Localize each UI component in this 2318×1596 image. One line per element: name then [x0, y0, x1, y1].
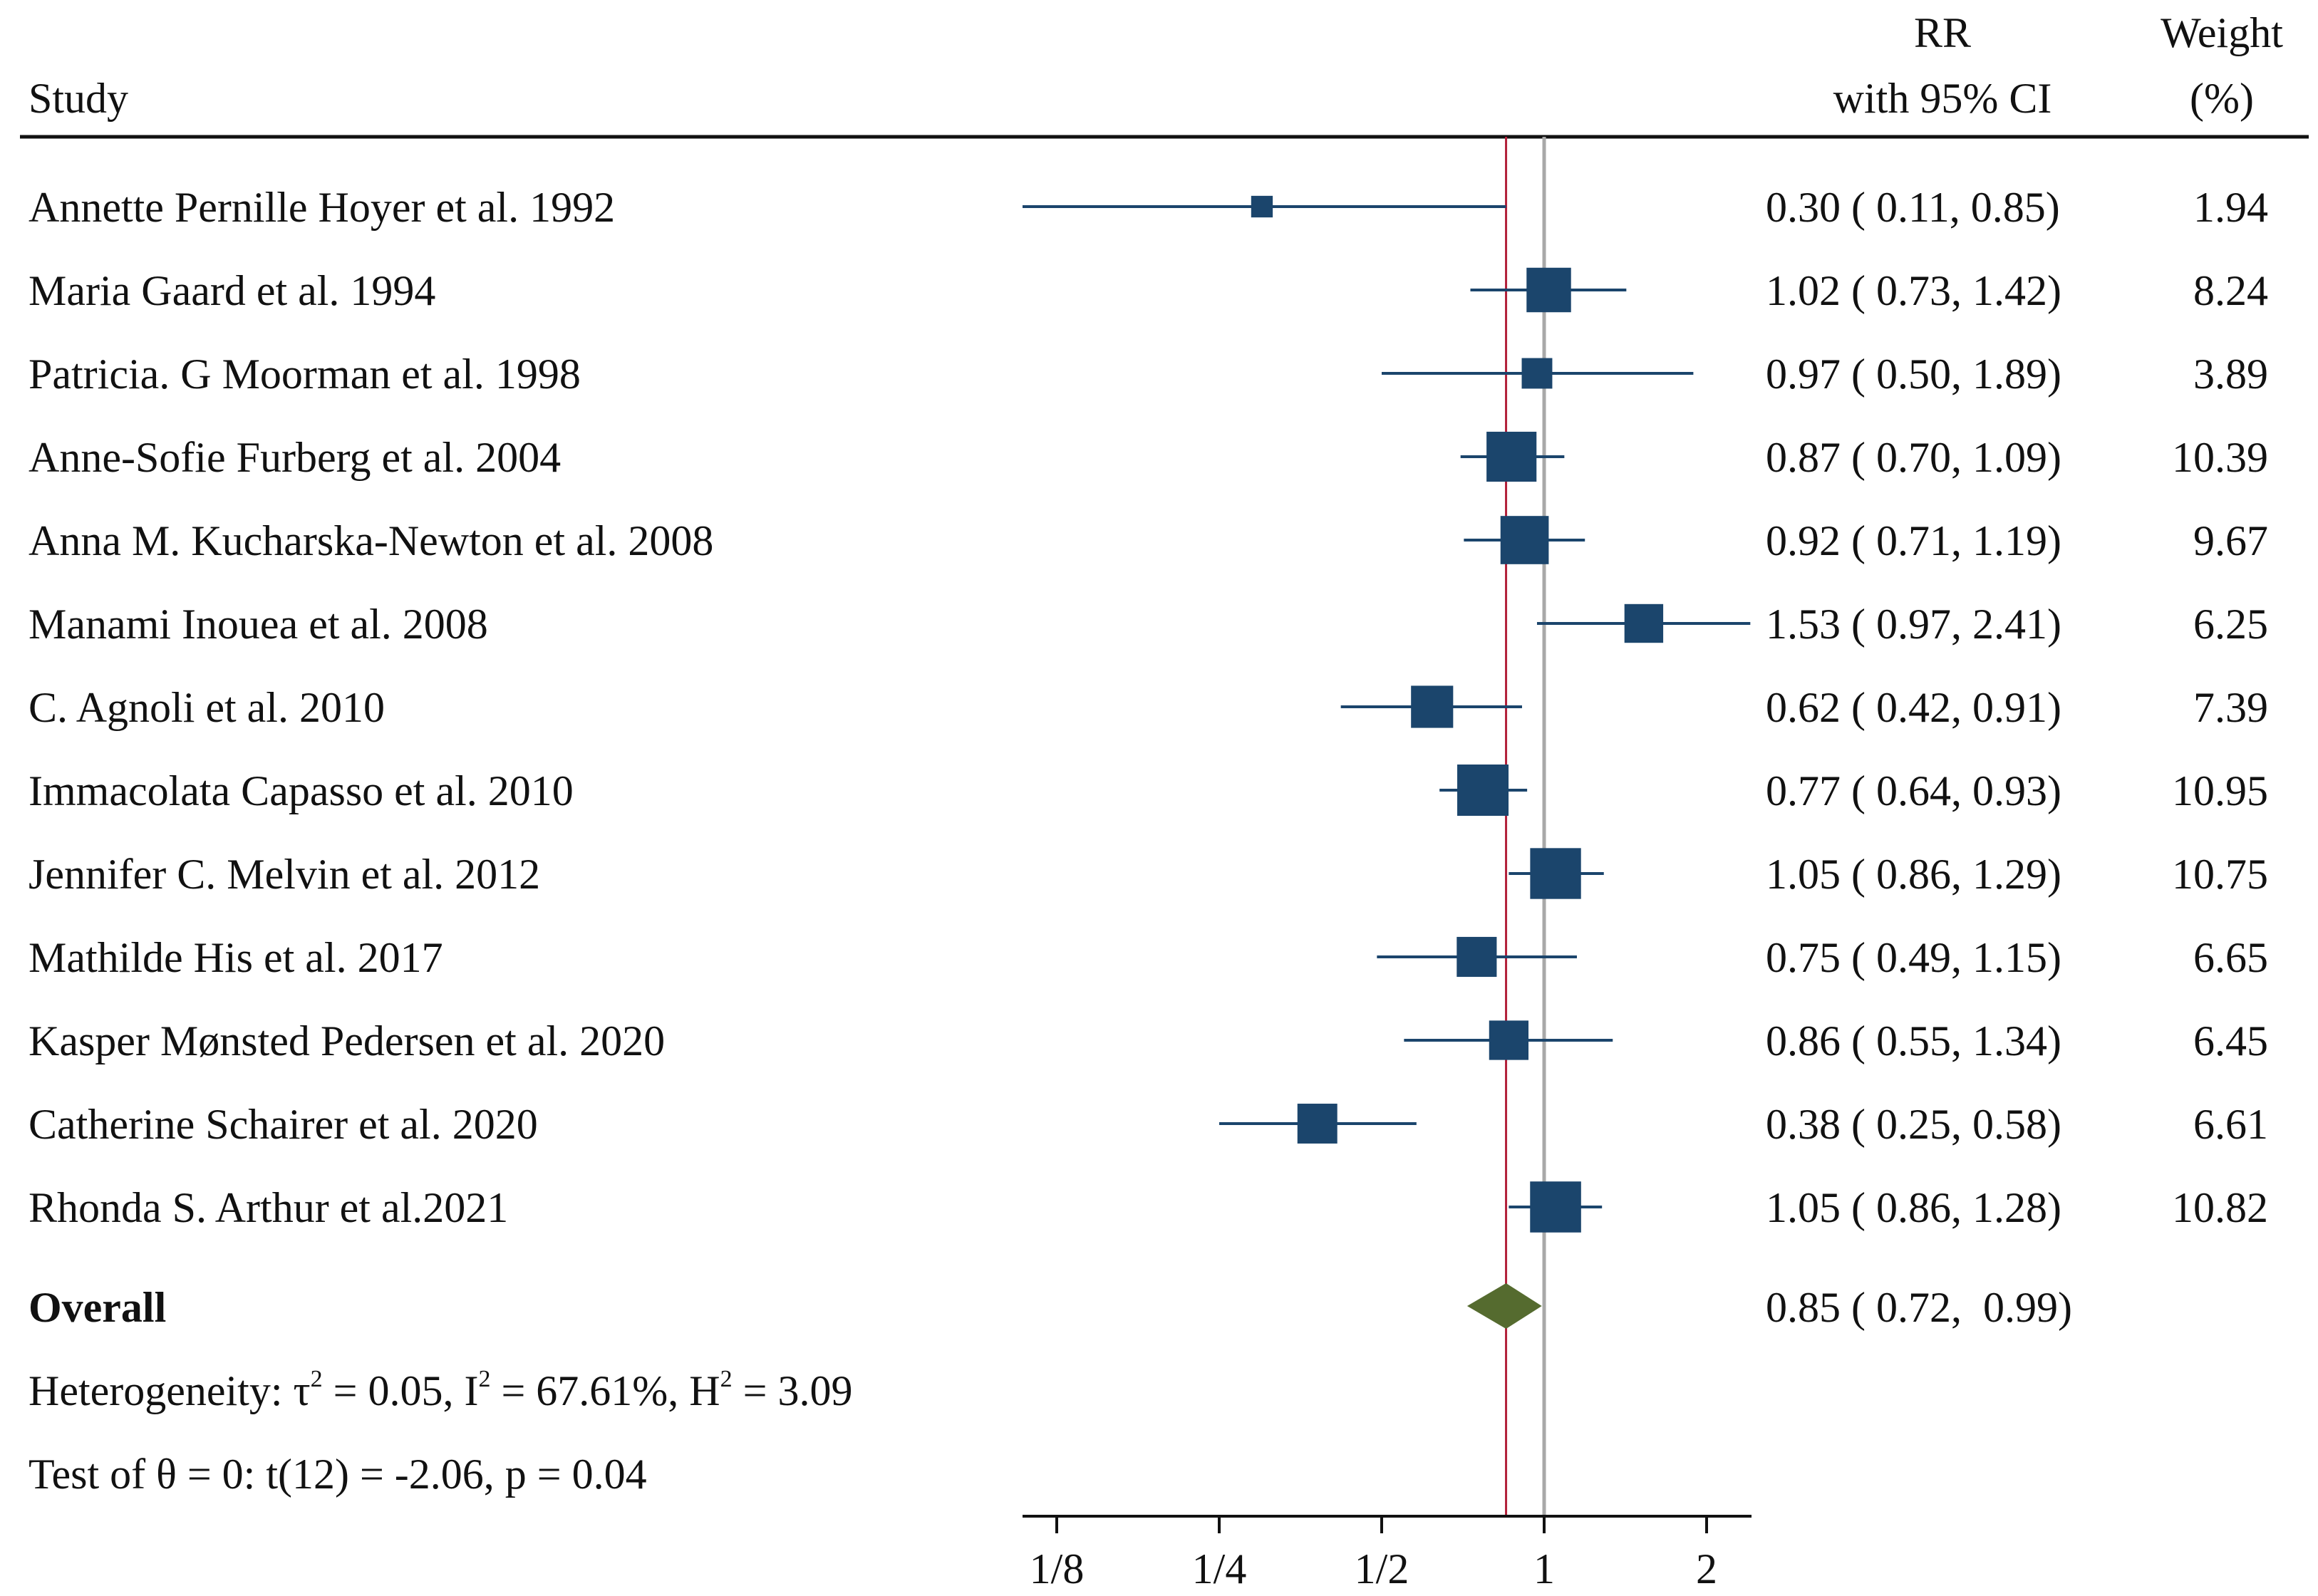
header-weight-line2: (%) [2190, 75, 2254, 122]
study-label: Maria Gaard et al. 1994 [29, 267, 435, 314]
rr-ci-text: 0.77 ( 0.64, 0.93) [1766, 767, 2061, 814]
h-value: = 3.09 [733, 1367, 853, 1414]
rr-marker [1411, 685, 1454, 728]
rr-marker [1530, 1181, 1581, 1233]
tau-value: = 0.05, I [323, 1367, 479, 1414]
study-label: Anna M. Kucharska-Newton et al. 2008 [29, 517, 713, 564]
rr-marker [1530, 848, 1581, 899]
rr-marker [1500, 516, 1549, 564]
header-rr-line1: RR [1914, 9, 1971, 56]
weight-text: 6.25 [2193, 601, 2268, 648]
header-rr-line2: with 95% CI [1833, 75, 2052, 122]
study-row: Maria Gaard et al. 1994 1.02 ( 0.73, 1.42… [29, 267, 2268, 314]
overall-row: Overall 0.85 ( 0.72, 0.99) [29, 1283, 2072, 1331]
x-axis: 1/8 1/4 1/2 1 2 [1023, 1515, 1752, 1592]
weight-text: 10.82 [2172, 1184, 2268, 1231]
study-label: Rhonda S. Arthur et al.2021 [29, 1184, 508, 1231]
rr-ci-text: 0.62 ( 0.42, 0.91) [1766, 684, 2061, 731]
header-weight-line1: Weight [2161, 9, 2283, 56]
study-label: Manami Inouea et al. 2008 [29, 601, 488, 648]
h-superscript: 2 [720, 1366, 733, 1392]
x-tick-label: 1 [1533, 1545, 1555, 1592]
rr-ci-text: 0.30 ( 0.11, 0.85) [1766, 184, 2060, 231]
rr-ci-text: 0.75 ( 0.49, 1.15) [1766, 934, 2061, 981]
rr-ci-text: 1.05 ( 0.86, 1.28) [1766, 1184, 2061, 1231]
rr-marker [1457, 765, 1509, 816]
rr-ci-text: 0.97 ( 0.50, 1.89) [1766, 351, 2061, 398]
rr-ci-text: 1.53 ( 0.97, 2.41) [1766, 601, 2061, 648]
study-row: Annette Pernille Hoyer et al. 1992 0.30 (… [29, 184, 2268, 231]
rr-marker [1489, 1020, 1529, 1060]
x-tick-label: 1/8 [1030, 1545, 1085, 1592]
weight-text: 10.39 [2172, 434, 2268, 481]
study-row: C. Agnoli et al. 2010 0.62 ( 0.42, 0.91) 7… [29, 684, 2268, 731]
rr-ci-text: 0.92 ( 0.71, 1.19) [1766, 517, 2061, 564]
study-label: Immacolata Capasso et al. 2010 [29, 767, 574, 814]
heterogeneity-text: Heterogeneity: τ2 = 0.05, I2 = 67.61%, H… [29, 1366, 852, 1414]
rr-marker [1624, 603, 1664, 643]
study-label: Patricia. G Moorman et al. 1998 [29, 351, 581, 398]
study-label: Kasper Mønsted Pedersen et al. 2020 [29, 1017, 665, 1064]
overall-rr-text: 0.85 ( 0.72, 0.99) [1766, 1284, 2072, 1331]
overall-diamond [1466, 1283, 1542, 1329]
rr-ci-text: 1.02 ( 0.73, 1.42) [1766, 267, 2061, 314]
i-value: = 67.61%, H [490, 1367, 720, 1414]
study-row: Mathilde His et al. 2017 0.75 ( 0.49, 1.1… [29, 934, 2268, 981]
study-label: Catherine Schairer et al. 2020 [29, 1101, 538, 1148]
rr-marker [1251, 195, 1273, 218]
study-row: Patricia. G Moorman et al. 1998 0.97 ( 0.… [29, 351, 2268, 398]
study-label: Jennifer C. Melvin et al. 2012 [29, 851, 540, 898]
study-row: Manami Inouea et al. 2008 1.53 ( 0.97, 2.… [29, 601, 2268, 648]
test-text: Test of θ = 0: t(12) = -2.06, p = 0.04 [29, 1451, 647, 1498]
rr-ci-text: 0.87 ( 0.70, 1.09) [1766, 434, 2061, 481]
overall-label: Overall [29, 1284, 166, 1331]
study-label: C. Agnoli et al. 2010 [29, 684, 385, 731]
weight-text: 6.61 [2193, 1101, 2268, 1148]
rr-marker [1526, 267, 1571, 313]
weight-text: 3.89 [2193, 351, 2268, 398]
study-row: Anna M. Kucharska-Newton et al. 2008 0.92… [29, 516, 2268, 564]
weight-text: 9.67 [2193, 517, 2268, 564]
x-tick-label: 2 [1696, 1545, 1717, 1592]
rr-marker [1456, 936, 1497, 978]
i-superscript: 2 [478, 1366, 490, 1392]
x-tick-label: 1/2 [1355, 1545, 1409, 1592]
header-study: Study [29, 75, 128, 122]
x-tick-label: 1/4 [1192, 1545, 1247, 1592]
tau-superscript: 2 [311, 1366, 323, 1392]
study-row: Immacolata Capasso et al. 2010 0.77 ( 0.6… [29, 765, 2268, 816]
study-row: Jennifer C. Melvin et al. 2012 1.05 ( 0.8… [29, 848, 2268, 899]
weight-text: 7.39 [2193, 684, 2268, 731]
rr-marker [1297, 1104, 1337, 1144]
study-label: Anne-Sofie Furberg et al. 2004 [29, 434, 561, 481]
study-rows: Annette Pernille Hoyer et al. 1992 0.30 (… [29, 184, 2268, 1233]
study-row: Kasper Mønsted Pedersen et al. 2020 0.86 … [29, 1017, 2268, 1064]
rr-marker [1521, 358, 1553, 389]
weight-text: 10.95 [2172, 767, 2268, 814]
rr-ci-text: 1.05 ( 0.86, 1.29) [1766, 851, 2061, 898]
study-label: Annette Pernille Hoyer et al. 1992 [29, 184, 615, 231]
weight-text: 1.94 [2193, 184, 2268, 231]
rr-marker [1486, 431, 1537, 482]
table-header: Study RR with 95% CI Weight (%) [20, 9, 2309, 139]
study-row: Catherine Schairer et al. 2020 0.38 ( 0.2… [29, 1101, 2268, 1148]
rr-ci-text: 0.38 ( 0.25, 0.58) [1766, 1101, 2061, 1148]
weight-text: 8.24 [2193, 267, 2268, 314]
weight-text: 6.45 [2193, 1017, 2268, 1064]
study-row: Anne-Sofie Furberg et al. 2004 0.87 ( 0.7… [29, 431, 2268, 482]
study-row: Rhonda S. Arthur et al.2021 1.05 ( 0.86, … [29, 1181, 2268, 1233]
study-label: Mathilde His et al. 2017 [29, 934, 443, 981]
rr-ci-text: 0.86 ( 0.55, 1.34) [1766, 1017, 2061, 1064]
heterogeneity-prefix: Heterogeneity: τ [29, 1367, 311, 1414]
weight-text: 10.75 [2172, 851, 2268, 898]
weight-text: 6.65 [2193, 934, 2268, 981]
